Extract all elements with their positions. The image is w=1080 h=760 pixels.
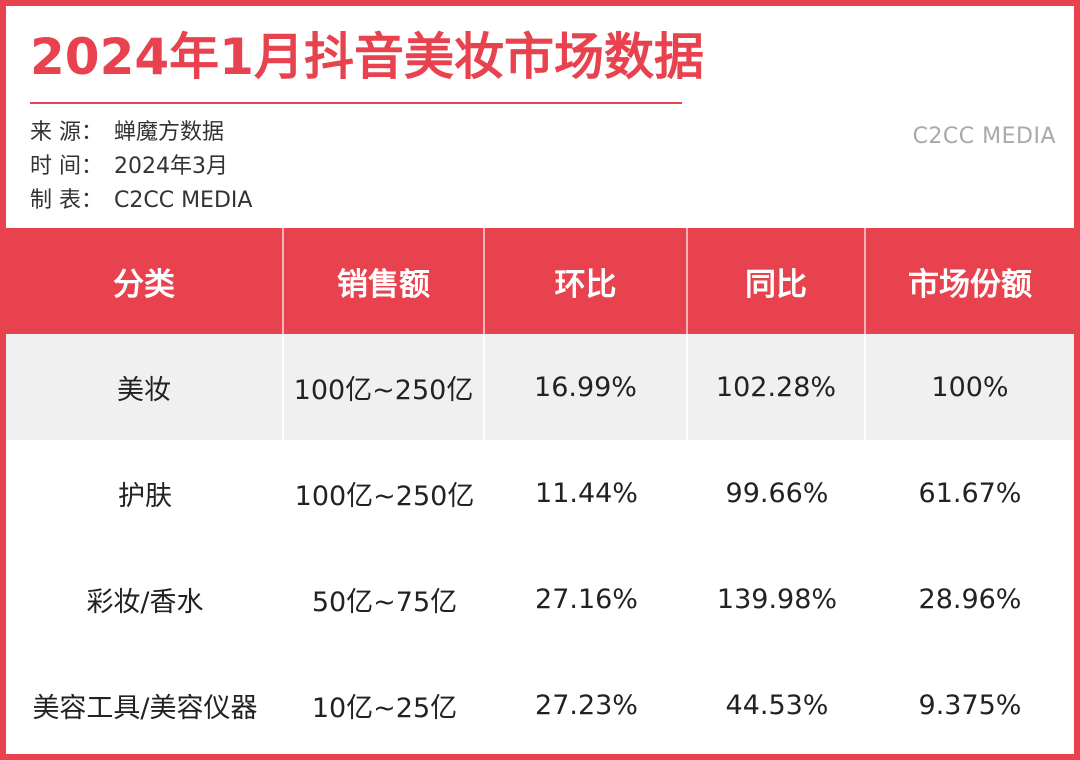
- table-cell-sales: 100亿~250亿: [284, 334, 485, 440]
- table-cell-mom: 11.44%: [535, 477, 638, 509]
- page-title: 2024年1月抖音美妆市场数据: [30, 28, 704, 86]
- table-cell-share: 61.67%: [918, 477, 1022, 509]
- meta-time-label: 时 间：: [30, 154, 103, 179]
- meta-time: 时 间： 2024年3月: [30, 156, 228, 178]
- meta-source-value: 蝉魔方数据: [114, 120, 225, 145]
- table-cell-mom: 16.99%: [485, 334, 688, 440]
- meta-time-value: 2024年3月: [114, 154, 228, 179]
- column-header-mom: 环比: [485, 228, 688, 334]
- table-row: 彩妆/香水 50亿~75亿 27.16% 139.98% 28.96%: [6, 546, 1074, 652]
- column-header-sales: 销售额: [284, 228, 485, 334]
- table-cell-mom: 27.23%: [535, 689, 638, 721]
- table-header-row: 分类 销售额 环比 同比 市场份额: [6, 228, 1074, 334]
- brand-watermark: C2CC MEDIA: [912, 124, 1056, 149]
- meta-maker: 制 表： C2CC MEDIA: [30, 190, 252, 212]
- title-underline: [30, 102, 682, 104]
- table-cell-yoy: 44.53%: [725, 689, 829, 721]
- table-cell-yoy: 139.98%: [716, 583, 838, 615]
- table-cell-sales: 100亿~250亿: [294, 480, 475, 512]
- table-row: 美容工具/美容仪器 10亿~25亿 27.23% 44.53% 9.375%: [6, 652, 1074, 754]
- table-cell-yoy: 99.66%: [725, 477, 829, 509]
- table-row: 美妆 100亿~250亿 16.99% 102.28% 100%: [6, 334, 1074, 440]
- table-cell-category: 彩妆/香水: [86, 586, 204, 618]
- data-table: 分类 销售额 环比 同比 市场份额 美妆 100亿~250亿 16.99% 102.28% 100…: [6, 228, 1074, 754]
- meta-maker-label: 制 表：: [30, 188, 103, 213]
- meta-source-label: 来 源：: [30, 120, 103, 145]
- table-cell-category: 护肤: [118, 480, 172, 512]
- table-cell-share: 9.375%: [918, 689, 1022, 721]
- table-cell-yoy: 102.28%: [688, 334, 866, 440]
- column-header-yoy: 同比: [688, 228, 866, 334]
- column-header-category: 分类: [6, 228, 284, 334]
- table-cell-share: 28.96%: [918, 583, 1022, 615]
- column-header-share: 市场份额: [908, 266, 1032, 303]
- table-cell-sales: 50亿~75亿: [311, 586, 458, 618]
- table-cell-category: 美容工具/美容仪器: [32, 692, 258, 724]
- table-row: 护肤 100亿~250亿 11.44% 99.66% 61.67%: [6, 440, 1074, 546]
- meta-maker-value: C2CC MEDIA: [114, 188, 253, 213]
- table-cell-share: 100%: [931, 371, 1009, 403]
- table-cell-category: 美妆: [6, 334, 284, 440]
- table-cell-sales: 10亿~25亿: [311, 692, 458, 724]
- table-cell-mom: 27.16%: [535, 583, 638, 615]
- meta-source: 来 源： 蝉魔方数据: [30, 122, 224, 144]
